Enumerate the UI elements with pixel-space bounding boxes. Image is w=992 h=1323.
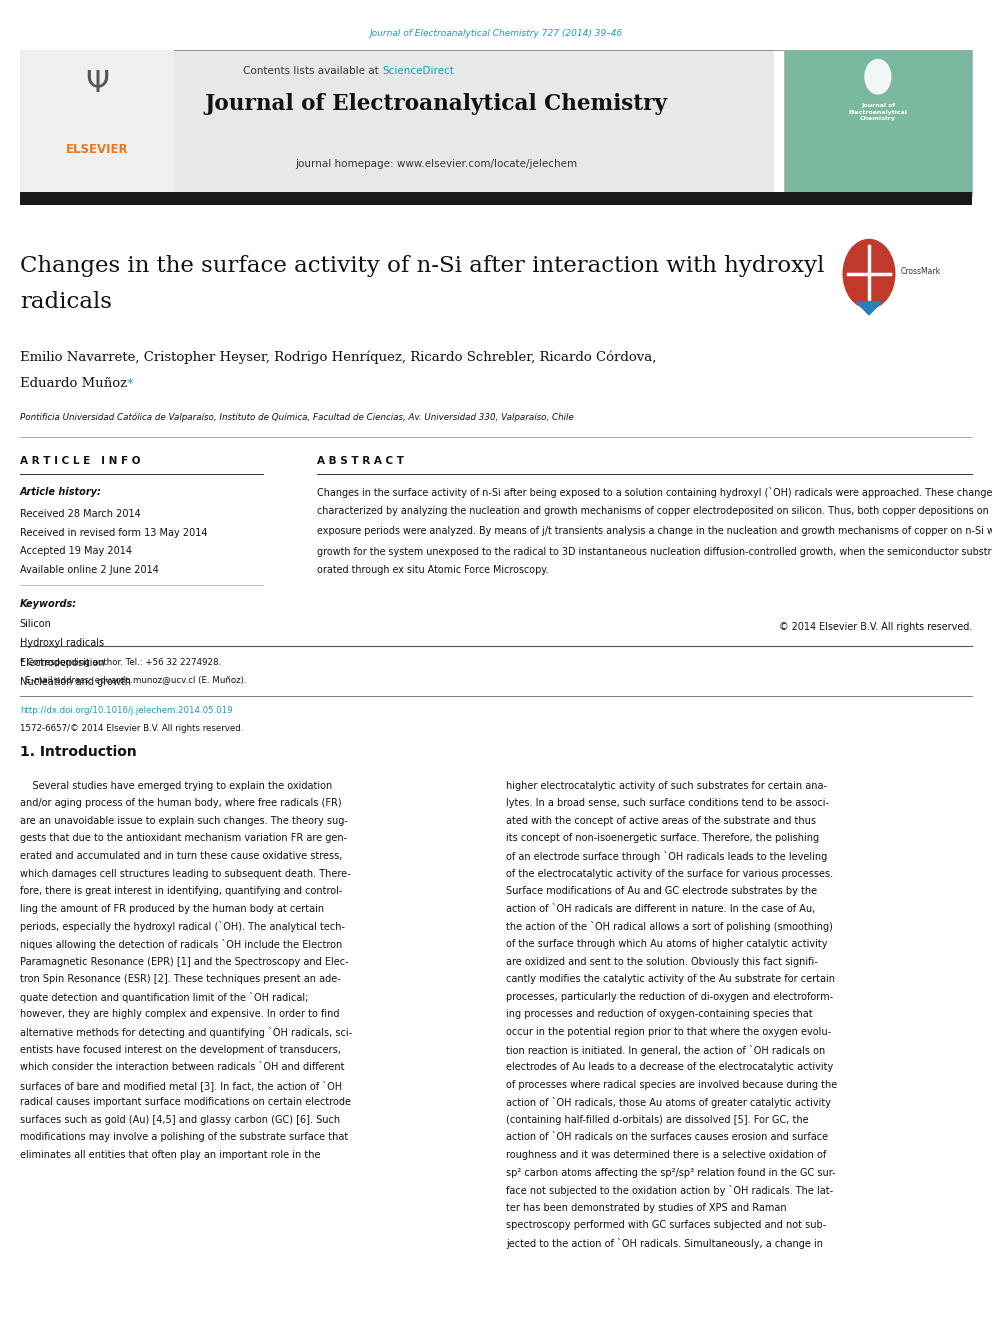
Text: face not subjected to the oxidation action by ˋOH radicals. The lat-: face not subjected to the oxidation acti…	[506, 1185, 833, 1196]
Text: lytes. In a broad sense, such surface conditions tend to be associ-: lytes. In a broad sense, such surface co…	[506, 798, 829, 808]
Text: action of ˋOH radicals, those Au atoms of greater catalytic activity: action of ˋOH radicals, those Au atoms o…	[506, 1097, 831, 1109]
Text: Surface modifications of Au and GC electrode substrates by the: Surface modifications of Au and GC elect…	[506, 886, 817, 896]
Text: entists have focused interest on the development of transducers,: entists have focused interest on the dev…	[20, 1045, 340, 1054]
Text: ELSEVIER: ELSEVIER	[65, 143, 129, 156]
FancyBboxPatch shape	[784, 50, 972, 196]
Text: which damages cell structures leading to subsequent death. There-: which damages cell structures leading to…	[20, 868, 350, 878]
Circle shape	[865, 60, 891, 94]
Text: are an unavoidable issue to explain such changes. The theory sug-: are an unavoidable issue to explain such…	[20, 816, 348, 826]
Text: ing processes and reduction of oxygen-containing species that: ing processes and reduction of oxygen-co…	[506, 1009, 812, 1019]
Text: action of ˋOH radicals are different in nature. In the case of Au,: action of ˋOH radicals are different in …	[506, 904, 815, 914]
Text: http://dx.doi.org/10.1016/j.jelechem.2014.05.019: http://dx.doi.org/10.1016/j.jelechem.201…	[20, 706, 232, 716]
Text: Contents lists available at: Contents lists available at	[243, 66, 382, 77]
FancyBboxPatch shape	[20, 50, 774, 196]
Text: Ψ: Ψ	[85, 69, 109, 98]
Text: Pontificia Universidad Católica de Valparaíso, Instituto de Química, Facultad de: Pontificia Universidad Católica de Valpa…	[20, 413, 573, 422]
Circle shape	[843, 239, 895, 308]
Text: however, they are highly complex and expensive. In order to find: however, they are highly complex and exp…	[20, 1009, 339, 1019]
Text: of the surface through which Au atoms of higher catalytic activity: of the surface through which Au atoms of…	[506, 939, 827, 949]
Text: jected to the action of ˋOH radicals. Simultaneously, a change in: jected to the action of ˋOH radicals. Si…	[506, 1238, 823, 1249]
Text: surfaces such as gold (Au) [4,5] and glassy carbon (GC) [6]. Such: surfaces such as gold (Au) [4,5] and gla…	[20, 1115, 340, 1125]
Text: which consider the interaction between radicals ˋOH and different: which consider the interaction between r…	[20, 1062, 344, 1072]
Text: Journal of Electroanalytical Chemistry 727 (2014) 39–46: Journal of Electroanalytical Chemistry 7…	[369, 29, 623, 38]
Text: Emilio Navarrete, Cristopher Heyser, Rodrigo Henríquez, Ricardo Schrebler, Ricar: Emilio Navarrete, Cristopher Heyser, Rod…	[20, 351, 657, 364]
Text: higher electrocatalytic activity of such substrates for certain ana-: higher electrocatalytic activity of such…	[506, 781, 827, 791]
Text: A B S T R A C T: A B S T R A C T	[317, 456, 405, 467]
Text: occur in the potential region prior to that where the oxygen evolu-: occur in the potential region prior to t…	[506, 1027, 831, 1037]
Text: periods, especially the hydroxyl radical (ˋOH). The analytical tech-: periods, especially the hydroxyl radical…	[20, 921, 345, 933]
Text: of processes where radical species are involved because during the: of processes where radical species are i…	[506, 1080, 837, 1090]
Text: ScienceDirect: ScienceDirect	[382, 66, 453, 77]
Text: E-mail address: eduardo.munoz@ucv.cl (E. Muñoz).: E-mail address: eduardo.munoz@ucv.cl (E.…	[20, 675, 246, 684]
Text: action of ˋOH radicals on the surfaces causes erosion and surface: action of ˋOH radicals on the surfaces c…	[506, 1132, 828, 1143]
Text: processes, particularly the reduction of di-oxygen and electroform-: processes, particularly the reduction of…	[506, 992, 833, 1002]
Text: sp² carbon atoms affecting the sp²/sp³ relation found in the GC sur-: sp² carbon atoms affecting the sp²/sp³ r…	[506, 1168, 835, 1177]
Text: ated with the concept of active areas of the substrate and thus: ated with the concept of active areas of…	[506, 816, 815, 826]
Text: characterized by analyzing the nucleation and growth mechanisms of copper electr: characterized by analyzing the nucleatio…	[317, 507, 992, 516]
Text: CrossMark: CrossMark	[901, 267, 940, 275]
Text: Paramagnetic Resonance (EPR) [1] and the Spectroscopy and Elec-: Paramagnetic Resonance (EPR) [1] and the…	[20, 957, 348, 967]
Text: Several studies have emerged trying to explain the oxidation: Several studies have emerged trying to e…	[20, 781, 332, 791]
Text: erated and accumulated and in turn these cause oxidative stress,: erated and accumulated and in turn these…	[20, 851, 342, 861]
Text: *: *	[127, 377, 134, 390]
Text: © 2014 Elsevier B.V. All rights reserved.: © 2014 Elsevier B.V. All rights reserved…	[779, 622, 972, 632]
Text: Changes in the surface activity of n-Si after being exposed to a solution contai: Changes in the surface activity of n-Si …	[317, 487, 992, 497]
Text: radical causes important surface modifications on certain electrode: radical causes important surface modific…	[20, 1097, 351, 1107]
Text: A R T I C L E   I N F O: A R T I C L E I N F O	[20, 456, 140, 467]
Text: Article history:: Article history:	[20, 487, 102, 497]
Polygon shape	[856, 302, 882, 315]
Text: of an electrode surface through ˋOH radicals leads to the leveling: of an electrode surface through ˋOH radi…	[506, 851, 827, 863]
Text: ling the amount of FR produced by the human body at certain: ling the amount of FR produced by the hu…	[20, 904, 324, 914]
Text: ter has been demonstrated by studies of XPS and Raman: ter has been demonstrated by studies of …	[506, 1203, 787, 1213]
Text: Nucleation and growth: Nucleation and growth	[20, 677, 131, 687]
Text: Changes in the surface activity of n-Si after interaction with hydroxyl: Changes in the surface activity of n-Si …	[20, 255, 824, 278]
Text: Hydroxyl radicals: Hydroxyl radicals	[20, 639, 104, 648]
Text: Eduardo Muñoz: Eduardo Muñoz	[20, 377, 127, 390]
Text: journal homepage: www.elsevier.com/locate/jelechem: journal homepage: www.elsevier.com/locat…	[296, 159, 577, 169]
Text: its concept of non-isoenergetic surface. Therefore, the polishing: its concept of non-isoenergetic surface.…	[506, 833, 819, 843]
Text: niques allowing the detection of radicals ˋOH include the Electron: niques allowing the detection of radical…	[20, 939, 342, 950]
Text: tron Spin Resonance (ESR) [2]. These techniques present an ade-: tron Spin Resonance (ESR) [2]. These tec…	[20, 974, 340, 984]
Text: Received in revised form 13 May 2014: Received in revised form 13 May 2014	[20, 528, 207, 538]
Text: radicals: radicals	[20, 291, 112, 314]
Text: Silicon: Silicon	[20, 619, 52, 630]
Text: fore, there is great interest in identifying, quantifying and control-: fore, there is great interest in identif…	[20, 886, 342, 896]
FancyBboxPatch shape	[20, 192, 972, 205]
Text: spectroscopy performed with GC surfaces subjected and not sub-: spectroscopy performed with GC surfaces …	[506, 1220, 826, 1230]
Text: modifications may involve a polishing of the substrate surface that: modifications may involve a polishing of…	[20, 1132, 348, 1143]
FancyBboxPatch shape	[20, 50, 174, 196]
Text: and/or aging process of the human body, where free radicals (FR): and/or aging process of the human body, …	[20, 798, 341, 808]
Text: Accepted 19 May 2014: Accepted 19 May 2014	[20, 546, 132, 557]
Text: surfaces of bare and modified metal [3]. In fact, the action of ˋOH: surfaces of bare and modified metal [3].…	[20, 1080, 342, 1090]
Text: Available online 2 June 2014: Available online 2 June 2014	[20, 565, 159, 576]
Text: 1572-6657/© 2014 Elsevier B.V. All rights reserved.: 1572-6657/© 2014 Elsevier B.V. All right…	[20, 724, 243, 733]
Text: quate detection and quantification limit of the ˋOH radical;: quate detection and quantification limit…	[20, 992, 309, 1003]
Text: * Corresponding author. Tel.: +56 32 2274928.: * Corresponding author. Tel.: +56 32 227…	[20, 658, 221, 667]
Text: tion reaction is initiated. In general, the action of ˋOH radicals on: tion reaction is initiated. In general, …	[506, 1045, 825, 1056]
Text: growth for the system unexposed to the radical to 3D instantaneous nucleation di: growth for the system unexposed to the r…	[317, 545, 992, 557]
Text: Journal of
Electroanalytical
Chemistry: Journal of Electroanalytical Chemistry	[848, 103, 908, 122]
Text: cantly modifies the catalytic activity of the Au substrate for certain: cantly modifies the catalytic activity o…	[506, 974, 835, 984]
Text: (containing half-filled d-orbitals) are dissolved [5]. For GC, the: (containing half-filled d-orbitals) are …	[506, 1115, 808, 1125]
Text: orated through ex situ Atomic Force Microscopy.: orated through ex situ Atomic Force Micr…	[317, 565, 549, 576]
Text: the action of the ˋOH radical allows a sort of polishing (smoothing): the action of the ˋOH radical allows a s…	[506, 921, 833, 933]
Text: exposure periods were analyzed. By means of j/t transients analysis a change in : exposure periods were analyzed. By means…	[317, 527, 992, 536]
Text: of the electrocatalytic activity of the surface for various processes.: of the electrocatalytic activity of the …	[506, 868, 833, 878]
Text: Keywords:: Keywords:	[20, 599, 77, 610]
Text: are oxidized and sent to the solution. Obviously this fact signifi-: are oxidized and sent to the solution. O…	[506, 957, 817, 967]
Text: Journal of Electroanalytical Chemistry: Journal of Electroanalytical Chemistry	[205, 93, 668, 115]
Text: electrodes of Au leads to a decrease of the electrocatalytic activity: electrodes of Au leads to a decrease of …	[506, 1062, 833, 1072]
Text: gests that due to the antioxidant mechanism variation FR are gen-: gests that due to the antioxidant mechan…	[20, 833, 347, 843]
Text: Received 28 March 2014: Received 28 March 2014	[20, 509, 141, 520]
Text: eliminates all entities that often play an important role in the: eliminates all entities that often play …	[20, 1150, 320, 1160]
Text: alternative methods for detecting and quantifying ˋOH radicals, sci-: alternative methods for detecting and qu…	[20, 1027, 352, 1039]
Text: roughness and it was determined there is a selective oxidation of: roughness and it was determined there is…	[506, 1150, 826, 1160]
Text: Electrodeposition: Electrodeposition	[20, 658, 104, 668]
Text: 1. Introduction: 1. Introduction	[20, 745, 137, 759]
